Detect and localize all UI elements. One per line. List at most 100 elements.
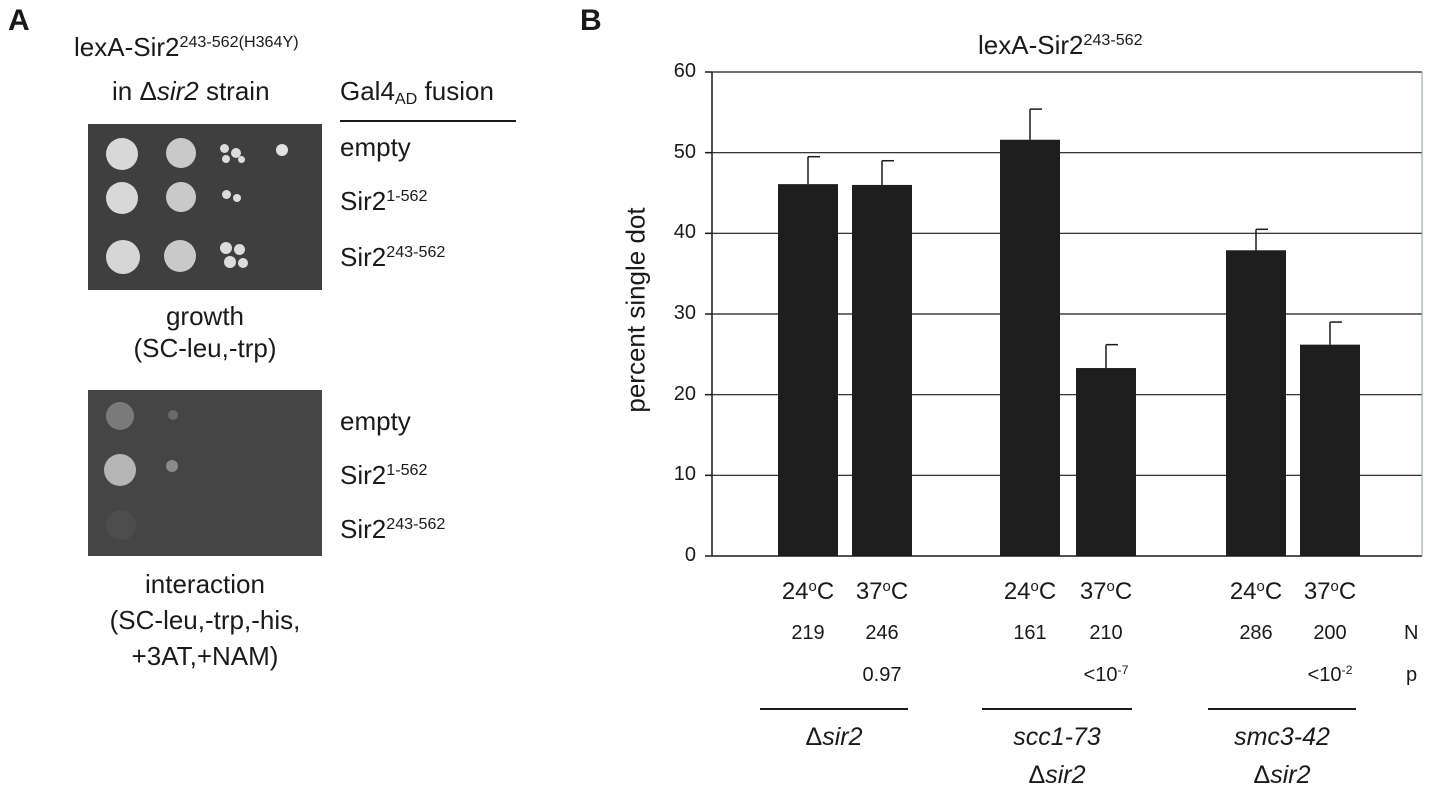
growth-caption: growth (SC-leu,-trp) bbox=[88, 300, 322, 364]
colony-spot bbox=[238, 156, 245, 163]
fusion-header-rule bbox=[340, 120, 516, 122]
growth-plate-image bbox=[88, 124, 322, 290]
bar bbox=[1000, 139, 1060, 556]
p-value: 0.97 bbox=[862, 664, 902, 686]
temperature-label: 37oC bbox=[1079, 578, 1133, 605]
row-label-base: Sir2 bbox=[340, 242, 387, 272]
chart-title-text: lexA-Sir2 bbox=[978, 30, 1084, 60]
colony-spot bbox=[166, 460, 178, 472]
colony-spot bbox=[106, 182, 138, 214]
y-tick-label: 20 bbox=[673, 382, 696, 405]
interaction-caption-line: interaction bbox=[145, 569, 265, 599]
p-value: <10-2 bbox=[1307, 663, 1353, 686]
chart-title-superscript: 243-562 bbox=[1083, 31, 1143, 50]
n-value: 286 bbox=[1239, 622, 1273, 644]
temperature-label: 24oC bbox=[1229, 578, 1283, 605]
row-label-sup: 243-562 bbox=[386, 243, 446, 262]
y-tick-label: 0 bbox=[684, 544, 696, 566]
row-label-sup: 243-562 bbox=[386, 515, 446, 534]
row-label-base: Sir2 bbox=[340, 514, 387, 544]
colony-spot bbox=[106, 510, 136, 540]
colony-spot bbox=[234, 244, 245, 255]
y-tick-label: 50 bbox=[673, 140, 696, 163]
strain-label: in Δsir2 strain bbox=[112, 76, 270, 107]
colony-spot bbox=[106, 240, 140, 274]
interaction-row-1-label: empty bbox=[340, 406, 411, 437]
bars bbox=[778, 139, 1360, 557]
colony-spot bbox=[224, 256, 236, 268]
bar bbox=[1226, 250, 1286, 557]
colony-spot bbox=[233, 194, 241, 202]
bar bbox=[1076, 368, 1136, 556]
construct-label: lexA-Sir2243-562(H364Y) bbox=[74, 32, 299, 63]
error-bars bbox=[807, 108, 1342, 369]
n-value: 161 bbox=[1013, 622, 1047, 644]
temperature-label: 24oC bbox=[1003, 578, 1057, 605]
temperature-label: 37oC bbox=[1303, 578, 1357, 605]
n-value: 246 bbox=[865, 622, 899, 644]
row-label-sup: 1-562 bbox=[386, 187, 428, 206]
strain-gene: sir2 bbox=[156, 76, 199, 106]
fusion-header: Gal4AD fusion bbox=[340, 76, 494, 107]
group-rule bbox=[760, 708, 908, 710]
strain-group-label: smc3-42 Δsir2 bbox=[1234, 723, 1330, 789]
strain-group-label: scc1-73 Δsir2 bbox=[1013, 723, 1101, 789]
p-row-label: p bbox=[1406, 664, 1418, 686]
colony-spot bbox=[104, 454, 136, 486]
colony-spot bbox=[168, 410, 178, 420]
fusion-main: Gal4 bbox=[340, 76, 395, 106]
strain-suffix: strain bbox=[198, 76, 270, 106]
colony-spot bbox=[106, 138, 138, 170]
bar bbox=[1300, 344, 1360, 556]
construct-superscript: 243-562(H364Y) bbox=[179, 33, 299, 52]
fusion-subscript: AD bbox=[394, 90, 418, 109]
n-row-label: N bbox=[1404, 622, 1419, 644]
growth-caption-line: (SC-leu,-trp) bbox=[133, 333, 277, 363]
row-label-base: Sir2 bbox=[340, 186, 387, 216]
row-label-base: empty bbox=[340, 406, 411, 436]
bar bbox=[852, 184, 912, 556]
y-tick-label: 60 bbox=[673, 60, 696, 82]
p-value: <10-7 bbox=[1083, 663, 1129, 686]
n-value: 210 bbox=[1089, 622, 1123, 644]
colony-spot bbox=[231, 148, 241, 158]
group-rule bbox=[982, 708, 1132, 710]
chart-title: lexA-Sir2243-562 bbox=[978, 30, 1143, 61]
strain-group-label: Δsir2 bbox=[805, 723, 863, 751]
temperature-label: 24oC bbox=[781, 578, 835, 605]
fusion-suffix: fusion bbox=[417, 76, 494, 106]
y-tick-label: 30 bbox=[673, 302, 696, 324]
growth-row-3-label: Sir2243-562 bbox=[340, 242, 445, 273]
colony-spot bbox=[106, 402, 134, 430]
colony-spot bbox=[220, 242, 232, 254]
colony-spot bbox=[166, 138, 196, 168]
colony-spot bbox=[222, 190, 231, 199]
interaction-caption-line: +3AT,+NAM) bbox=[131, 641, 279, 671]
colony-spot bbox=[164, 240, 196, 272]
colony-spot bbox=[220, 144, 229, 153]
y-tick-label: 40 bbox=[673, 221, 696, 244]
y-axis-ticks bbox=[705, 71, 712, 557]
panel-a-letter: A bbox=[8, 4, 30, 37]
interaction-plate-image bbox=[88, 390, 322, 556]
row-label-base: empty bbox=[340, 132, 411, 162]
bar bbox=[778, 184, 838, 557]
y-tick-label: 10 bbox=[673, 463, 696, 486]
interaction-row-3-label: Sir2243-562 bbox=[340, 514, 445, 545]
n-value: 200 bbox=[1313, 622, 1347, 644]
interaction-caption-line: (SC-leu,-trp,-his, bbox=[109, 605, 301, 635]
strain-prefix: in Δ bbox=[112, 76, 157, 106]
interaction-row-2-label: Sir21-562 bbox=[340, 460, 427, 491]
colony-spot bbox=[166, 182, 196, 212]
colony-spot bbox=[276, 144, 288, 156]
interaction-caption: interaction (SC-leu,-trp,-his, +3AT,+NAM… bbox=[60, 566, 350, 674]
group-rule bbox=[1208, 708, 1356, 710]
growth-row-1-label: empty bbox=[340, 132, 411, 163]
panel-b-letter: B bbox=[580, 4, 602, 37]
row-label-sup: 1-562 bbox=[386, 461, 428, 480]
growth-caption-line: growth bbox=[165, 301, 245, 331]
construct-name: lexA-Sir2 bbox=[74, 32, 180, 62]
growth-row-2-label: Sir21-562 bbox=[340, 186, 427, 217]
colony-spot bbox=[222, 155, 230, 163]
